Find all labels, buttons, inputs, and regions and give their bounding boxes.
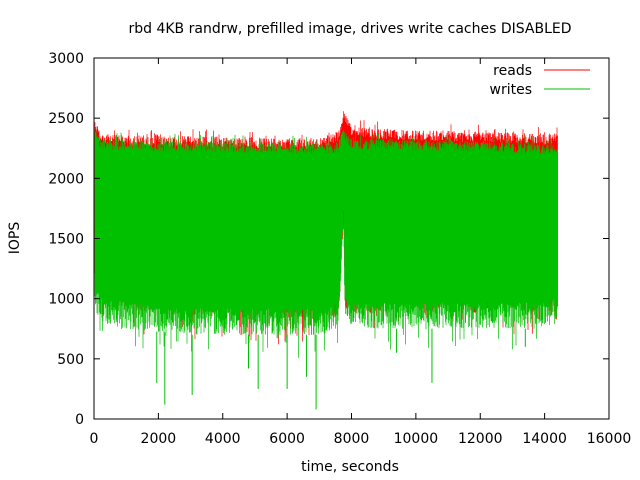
x-tick-label: 10000 [394, 431, 439, 447]
legend: reads writes [490, 63, 590, 98]
y-tick-label: 0 [75, 412, 84, 428]
x-axis-label: time, seconds [301, 459, 399, 475]
y-tick-label: 1000 [48, 292, 84, 308]
chart-title: rbd 4KB randrw, prefilled image, drives … [128, 21, 571, 37]
x-tick-label: 16000 [587, 431, 632, 447]
y-tick-label: 1500 [48, 232, 84, 248]
x-tick-label: 14000 [522, 431, 567, 447]
series-line-writes [94, 130, 558, 358]
y-tick-label: 3000 [48, 51, 84, 67]
y-tick-label: 2000 [48, 171, 84, 187]
plot-area [94, 111, 558, 410]
y-tick-label: 2500 [48, 111, 84, 127]
series-writes [94, 130, 558, 410]
y-axis-label: IOPS [7, 222, 23, 255]
x-tick-label: 8000 [334, 431, 370, 447]
y-tick-label: 500 [57, 352, 84, 368]
x-tick-label: 6000 [269, 431, 305, 447]
x-tick-label: 12000 [458, 431, 503, 447]
axes: 0 2000 4000 6000 8000 10000 12000 14000 16000 0 50… [48, 51, 631, 447]
legend-label-writes: writes [490, 82, 533, 98]
x-tick-label: 0 [90, 431, 99, 447]
x-tick-label: 4000 [205, 431, 241, 447]
legend-label-reads: reads [493, 63, 532, 79]
x-tick-label: 2000 [141, 431, 177, 447]
